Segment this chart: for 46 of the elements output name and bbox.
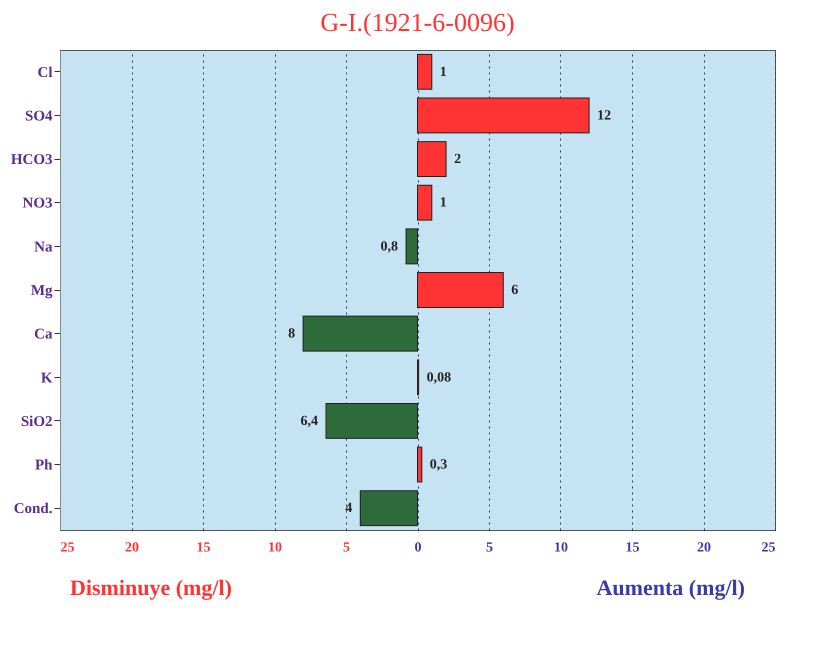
y-tick-label: Mg (30, 283, 53, 299)
x-tick-label: 5 (343, 540, 350, 556)
bar (302, 316, 418, 352)
data-label: 12 (597, 108, 612, 124)
y-tick-label: K (40, 370, 53, 386)
bar (417, 54, 432, 90)
x-tick-label: 15 (626, 540, 640, 556)
text: Disminuye (mg/l) (70, 575, 232, 600)
y-tick-label: Na (34, 239, 53, 256)
y-tick-label: SO4 (24, 108, 53, 124)
y-tick-label: Ca (34, 326, 53, 343)
y-tick-label: NO3 (22, 196, 52, 212)
x-tick-label: 15 (196, 540, 210, 556)
data-label: 6 (511, 283, 518, 298)
x-tick-label: 25 (762, 540, 776, 556)
x-tick-label: 25 (60, 540, 74, 556)
bar (417, 446, 422, 482)
data-label: 1 (440, 196, 447, 211)
data-label: 8 (288, 326, 296, 342)
data-label: 0,08 (426, 370, 452, 386)
x-tick-label: 10 (554, 540, 568, 556)
y-tick-label: SiO2 (20, 414, 52, 430)
bar (325, 402, 418, 439)
y-tick-label: HCO3 (10, 152, 52, 168)
bar (417, 272, 504, 308)
text: Aumenta (mg/l) (596, 575, 745, 600)
bar (417, 184, 432, 221)
y-tick-label: Cl (38, 64, 52, 81)
chart-title: G-I.(1921-6-0096) (320, 8, 515, 37)
data-label: 0,3 (430, 458, 448, 473)
data-label: 2 (454, 152, 462, 168)
x-tick-label: 20 (697, 540, 711, 556)
x-tick-label: 0 (414, 540, 422, 556)
bar (360, 490, 418, 526)
bar (417, 141, 447, 178)
y-tick-label: Ph (34, 458, 54, 474)
x-tick-label: 5 (486, 540, 493, 556)
y-tick-label: Cond. (14, 501, 53, 518)
x-tick-label: 10 (268, 540, 282, 556)
data-label: 1 (440, 64, 447, 80)
data-label: 6,4 (300, 414, 318, 429)
bar (406, 228, 418, 264)
x-tick-label: 20 (125, 540, 139, 556)
data-label: 0,8 (380, 239, 398, 254)
bar (417, 98, 590, 134)
data-label: 4 (345, 501, 352, 516)
